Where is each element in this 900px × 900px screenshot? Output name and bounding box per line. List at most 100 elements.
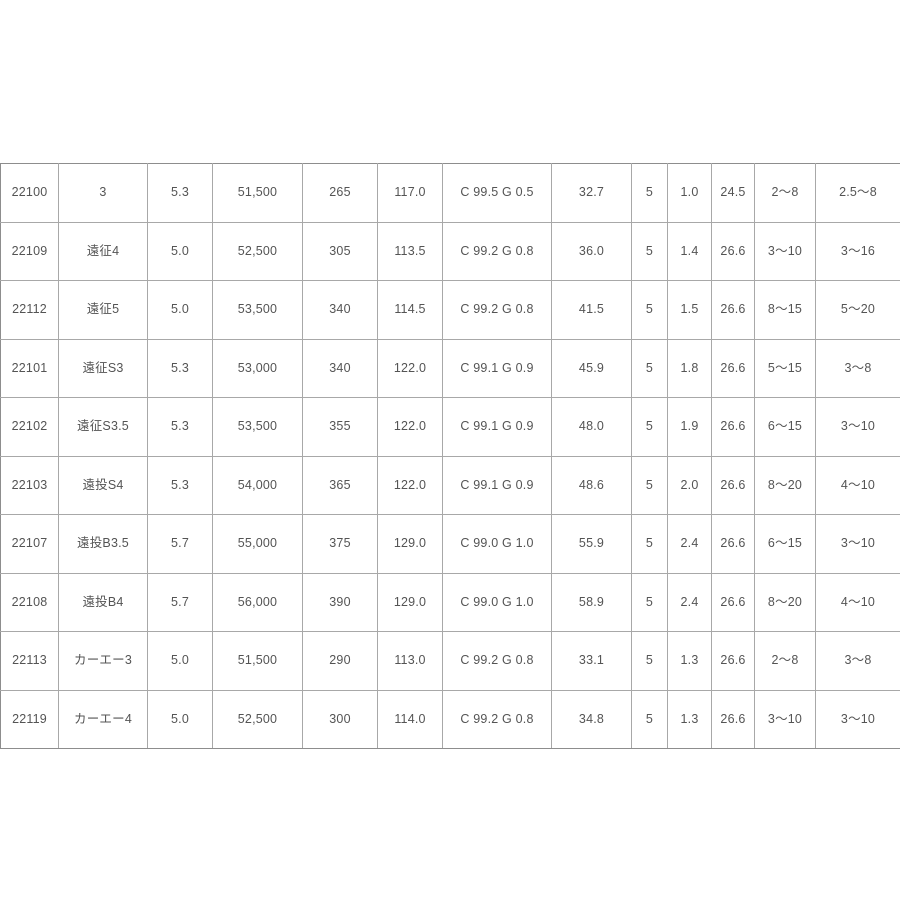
cell-section-count: 5 bbox=[631, 163, 668, 223]
cell-tip-diameter-mm: 1.5 bbox=[667, 280, 712, 340]
table-row: 22109 遠征4 5.0 52,500 305 113.5 C 99.2 G 0.8 36.… bbox=[0, 221, 900, 281]
cell-recommended-range-a: 3〜10 bbox=[754, 689, 816, 749]
cell-length-m: 5.0 bbox=[147, 221, 213, 281]
cell-recommended-range-b: 3〜8 bbox=[815, 338, 900, 398]
cell-material-ratio: C 99.5 G 0.5 bbox=[442, 163, 552, 223]
cell-length-m: 5.3 bbox=[147, 455, 213, 515]
cell-product-code: 22113 bbox=[0, 631, 59, 691]
cell-material-ratio: C 99.1 G 0.9 bbox=[442, 455, 552, 515]
cell-closed-length-cm: 117.0 bbox=[377, 163, 443, 223]
cell-material-ratio: C 99.0 G 1.0 bbox=[442, 572, 552, 632]
cell-closed-length-cm: 122.0 bbox=[377, 338, 443, 398]
cell-weight-g: 340 bbox=[302, 338, 378, 398]
cell-joint-count: 48.6 bbox=[551, 455, 632, 515]
cell-material-ratio: C 99.0 G 1.0 bbox=[442, 514, 552, 574]
cell-product-name: 遠征4 bbox=[58, 221, 148, 281]
cell-tip-diameter-mm: 1.9 bbox=[667, 397, 712, 457]
cell-butt-diameter-mm: 26.6 bbox=[711, 280, 755, 340]
cell-weight-g: 290 bbox=[302, 631, 378, 691]
cell-length-m: 5.7 bbox=[147, 572, 213, 632]
cell-price-yen: 54,000 bbox=[212, 455, 303, 515]
cell-recommended-range-a: 8〜20 bbox=[754, 455, 816, 515]
cell-weight-g: 365 bbox=[302, 455, 378, 515]
cell-product-name: 遠投B4 bbox=[58, 572, 148, 632]
product-specification-table: 22100 3 5.3 51,500 265 117.0 C 99.5 G 0.5 32.7 5… bbox=[0, 163, 900, 749]
cell-product-name: 3 bbox=[58, 163, 148, 223]
cell-price-yen: 56,000 bbox=[212, 572, 303, 632]
cell-length-m: 5.0 bbox=[147, 689, 213, 749]
spec-table-body: 22100 3 5.3 51,500 265 117.0 C 99.5 G 0.5 32.7 5… bbox=[0, 163, 900, 749]
cell-weight-g: 305 bbox=[302, 221, 378, 281]
cell-recommended-range-a: 8〜15 bbox=[754, 280, 816, 340]
cell-weight-g: 375 bbox=[302, 514, 378, 574]
cell-butt-diameter-mm: 26.6 bbox=[711, 689, 755, 749]
cell-product-code: 22108 bbox=[0, 572, 59, 632]
table-row: 22119 カーエー4 5.0 52,500 300 114.0 C 99.2 G 0.8 3… bbox=[0, 689, 900, 749]
table-row: 22108 遠投B4 5.7 56,000 390 129.0 C 99.0 G 1.0 58… bbox=[0, 572, 900, 632]
cell-product-name: 遠征S3.5 bbox=[58, 397, 148, 457]
cell-closed-length-cm: 113.5 bbox=[377, 221, 443, 281]
cell-joint-count: 45.9 bbox=[551, 338, 632, 398]
spec-table-container: 22100 3 5.3 51,500 265 117.0 C 99.5 G 0.5 32.7 5… bbox=[0, 163, 900, 749]
cell-product-code: 22100 bbox=[0, 163, 59, 223]
cell-section-count: 5 bbox=[631, 338, 668, 398]
cell-product-name: 遠征S3 bbox=[58, 338, 148, 398]
cell-joint-count: 32.7 bbox=[551, 163, 632, 223]
table-row: 22112 遠征5 5.0 53,500 340 114.5 C 99.2 G 0.8 41.… bbox=[0, 280, 900, 340]
cell-price-yen: 55,000 bbox=[212, 514, 303, 574]
table-row: 22102 遠征S3.5 5.3 53,500 355 122.0 C 99.1 G 0.9… bbox=[0, 397, 900, 457]
cell-length-m: 5.3 bbox=[147, 163, 213, 223]
cell-material-ratio: C 99.1 G 0.9 bbox=[442, 397, 552, 457]
cell-weight-g: 355 bbox=[302, 397, 378, 457]
cell-tip-diameter-mm: 1.8 bbox=[667, 338, 712, 398]
cell-price-yen: 53,500 bbox=[212, 397, 303, 457]
cell-closed-length-cm: 113.0 bbox=[377, 631, 443, 691]
cell-tip-diameter-mm: 1.4 bbox=[667, 221, 712, 281]
cell-closed-length-cm: 114.5 bbox=[377, 280, 443, 340]
cell-recommended-range-a: 8〜20 bbox=[754, 572, 816, 632]
cell-recommended-range-a: 5〜15 bbox=[754, 338, 816, 398]
cell-product-code: 22112 bbox=[0, 280, 59, 340]
cell-product-name: カーエー4 bbox=[58, 689, 148, 749]
cell-recommended-range-a: 2〜8 bbox=[754, 163, 816, 223]
cell-price-yen: 51,500 bbox=[212, 631, 303, 691]
cell-butt-diameter-mm: 26.6 bbox=[711, 514, 755, 574]
cell-closed-length-cm: 114.0 bbox=[377, 689, 443, 749]
cell-material-ratio: C 99.2 G 0.8 bbox=[442, 280, 552, 340]
table-row: 22101 遠征S3 5.3 53,000 340 122.0 C 99.1 G 0.9 45… bbox=[0, 338, 900, 398]
cell-closed-length-cm: 129.0 bbox=[377, 514, 443, 574]
cell-recommended-range-b: 4〜10 bbox=[815, 455, 900, 515]
table-row: 22103 遠投S4 5.3 54,000 365 122.0 C 99.1 G 0.9 48… bbox=[0, 455, 900, 515]
cell-length-m: 5.0 bbox=[147, 280, 213, 340]
cell-length-m: 5.3 bbox=[147, 338, 213, 398]
cell-joint-count: 41.5 bbox=[551, 280, 632, 340]
cell-recommended-range-b: 2.5〜8 bbox=[815, 163, 900, 223]
cell-joint-count: 48.0 bbox=[551, 397, 632, 457]
cell-product-code: 22102 bbox=[0, 397, 59, 457]
cell-recommended-range-a: 6〜15 bbox=[754, 514, 816, 574]
cell-weight-g: 265 bbox=[302, 163, 378, 223]
cell-recommended-range-a: 3〜10 bbox=[754, 221, 816, 281]
cell-material-ratio: C 99.2 G 0.8 bbox=[442, 689, 552, 749]
cell-recommended-range-b: 5〜20 bbox=[815, 280, 900, 340]
cell-butt-diameter-mm: 26.6 bbox=[711, 221, 755, 281]
cell-product-name: 遠征5 bbox=[58, 280, 148, 340]
cell-material-ratio: C 99.1 G 0.9 bbox=[442, 338, 552, 398]
cell-product-code: 22119 bbox=[0, 689, 59, 749]
cell-section-count: 5 bbox=[631, 280, 668, 340]
cell-section-count: 5 bbox=[631, 455, 668, 515]
cell-tip-diameter-mm: 1.3 bbox=[667, 689, 712, 749]
cell-section-count: 5 bbox=[631, 572, 668, 632]
table-row: 22113 カーエー3 5.0 51,500 290 113.0 C 99.2 G 0.8 3… bbox=[0, 631, 900, 691]
cell-recommended-range-b: 3〜10 bbox=[815, 397, 900, 457]
cell-material-ratio: C 99.2 G 0.8 bbox=[442, 631, 552, 691]
cell-tip-diameter-mm: 2.4 bbox=[667, 572, 712, 632]
cell-price-yen: 51,500 bbox=[212, 163, 303, 223]
cell-recommended-range-b: 3〜10 bbox=[815, 689, 900, 749]
cell-material-ratio: C 99.2 G 0.8 bbox=[442, 221, 552, 281]
cell-butt-diameter-mm: 26.6 bbox=[711, 572, 755, 632]
cell-butt-diameter-mm: 26.6 bbox=[711, 631, 755, 691]
cell-product-code: 22109 bbox=[0, 221, 59, 281]
cell-joint-count: 34.8 bbox=[551, 689, 632, 749]
